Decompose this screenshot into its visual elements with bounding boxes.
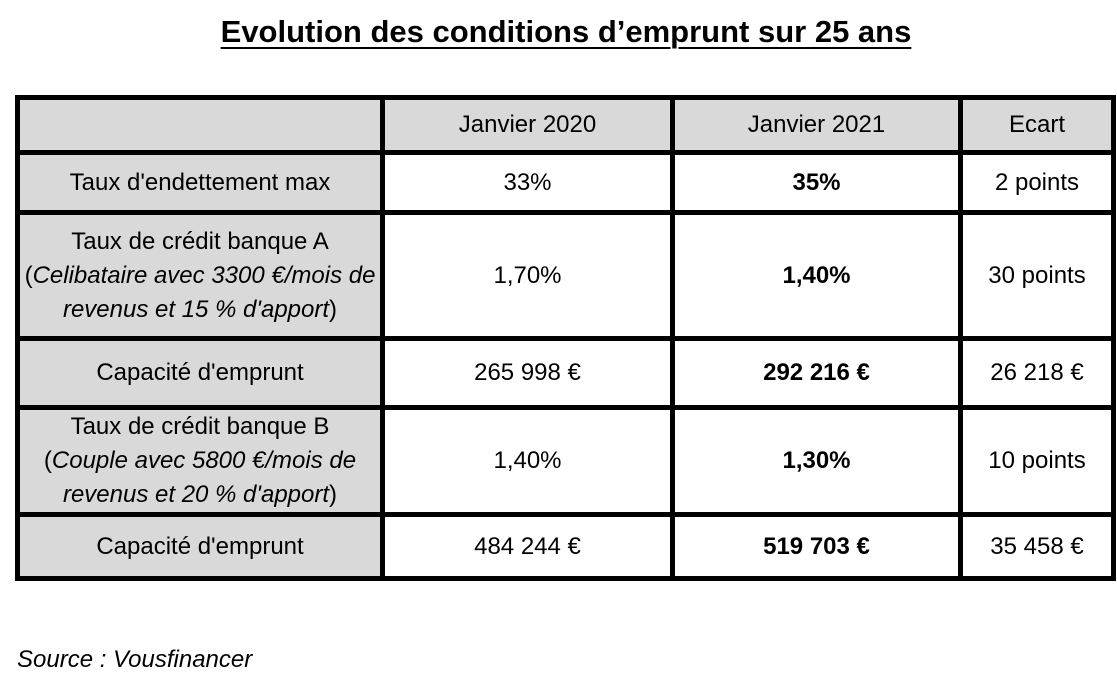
paren-open: ( <box>43 447 52 474</box>
cell-jan2020: 33% <box>380 150 675 215</box>
row-label-detail: Couple avec 5800 €/mois de revenus et 20… <box>51 447 357 508</box>
cell-ecart: 35 458 € <box>958 514 1116 581</box>
row-label-taux-endettement: Taux d'endettement max <box>15 150 385 215</box>
row-label-taux-banque-a: Taux de crédit banque A (Celibataire ave… <box>15 210 385 341</box>
row-label-detail: Celibataire avec 3300 €/mois de revenus … <box>32 261 376 323</box>
header-janvier-2020: Janvier 2020 <box>380 95 675 155</box>
header-empty-cell <box>15 95 385 155</box>
source-note: Source : Vousfinancer <box>17 646 253 673</box>
cell-jan2020: 484 244 € <box>380 514 675 581</box>
cell-jan2020: 1,70% <box>380 210 675 341</box>
cell-ecart: 30 points <box>958 210 1116 341</box>
paren-close: ) <box>329 295 338 323</box>
header-ecart: Ecart <box>958 95 1116 155</box>
cell-ecart: 2 points <box>958 150 1116 215</box>
row-label-main: Taux de crédit banque A <box>71 227 329 255</box>
table-row: Capacité d'emprunt 484 244 € 519 703 € 3… <box>15 514 1116 581</box>
table-header-row: Janvier 2020 Janvier 2021 Ecart <box>15 95 1116 155</box>
row-label-main: Taux de crédit banque B <box>70 413 330 440</box>
paren-open: ( <box>24 261 33 289</box>
cell-ecart: 26 218 € <box>958 338 1116 410</box>
cell-jan2020: 265 998 € <box>380 338 675 410</box>
cell-jan2021: 292 216 € <box>670 338 963 410</box>
cell-jan2021: 35% <box>670 150 963 215</box>
document-title: Evolution des conditions d’emprunt sur 2… <box>220 14 912 49</box>
table-row: Capacité d'emprunt 265 998 € 292 216 € 2… <box>15 338 1116 410</box>
cell-ecart: 10 points <box>958 405 1116 517</box>
cell-jan2021: 519 703 € <box>670 514 963 581</box>
row-label-capacite-emprunt: Capacité d'emprunt <box>15 514 385 581</box>
cell-jan2021: 1,40% <box>670 210 963 341</box>
table-row: Taux d'endettement max 33% 35% 2 points <box>15 150 1116 215</box>
cell-jan2021: 1,30% <box>670 405 963 517</box>
cell-jan2020: 1,40% <box>380 405 675 517</box>
paren-close: ) <box>329 481 338 508</box>
row-label-taux-banque-b: Taux de crédit banque B (Couple avec 580… <box>15 405 385 517</box>
row-label-capacite-emprunt: Capacité d'emprunt <box>15 338 385 410</box>
loan-conditions-table: Janvier 2020 Janvier 2021 Ecart Taux d'e… <box>15 95 1116 581</box>
header-janvier-2021: Janvier 2021 <box>670 95 963 155</box>
table-row: Taux de crédit banque A (Celibataire ave… <box>15 210 1116 341</box>
table-row: Taux de crédit banque B (Couple avec 580… <box>15 405 1116 517</box>
